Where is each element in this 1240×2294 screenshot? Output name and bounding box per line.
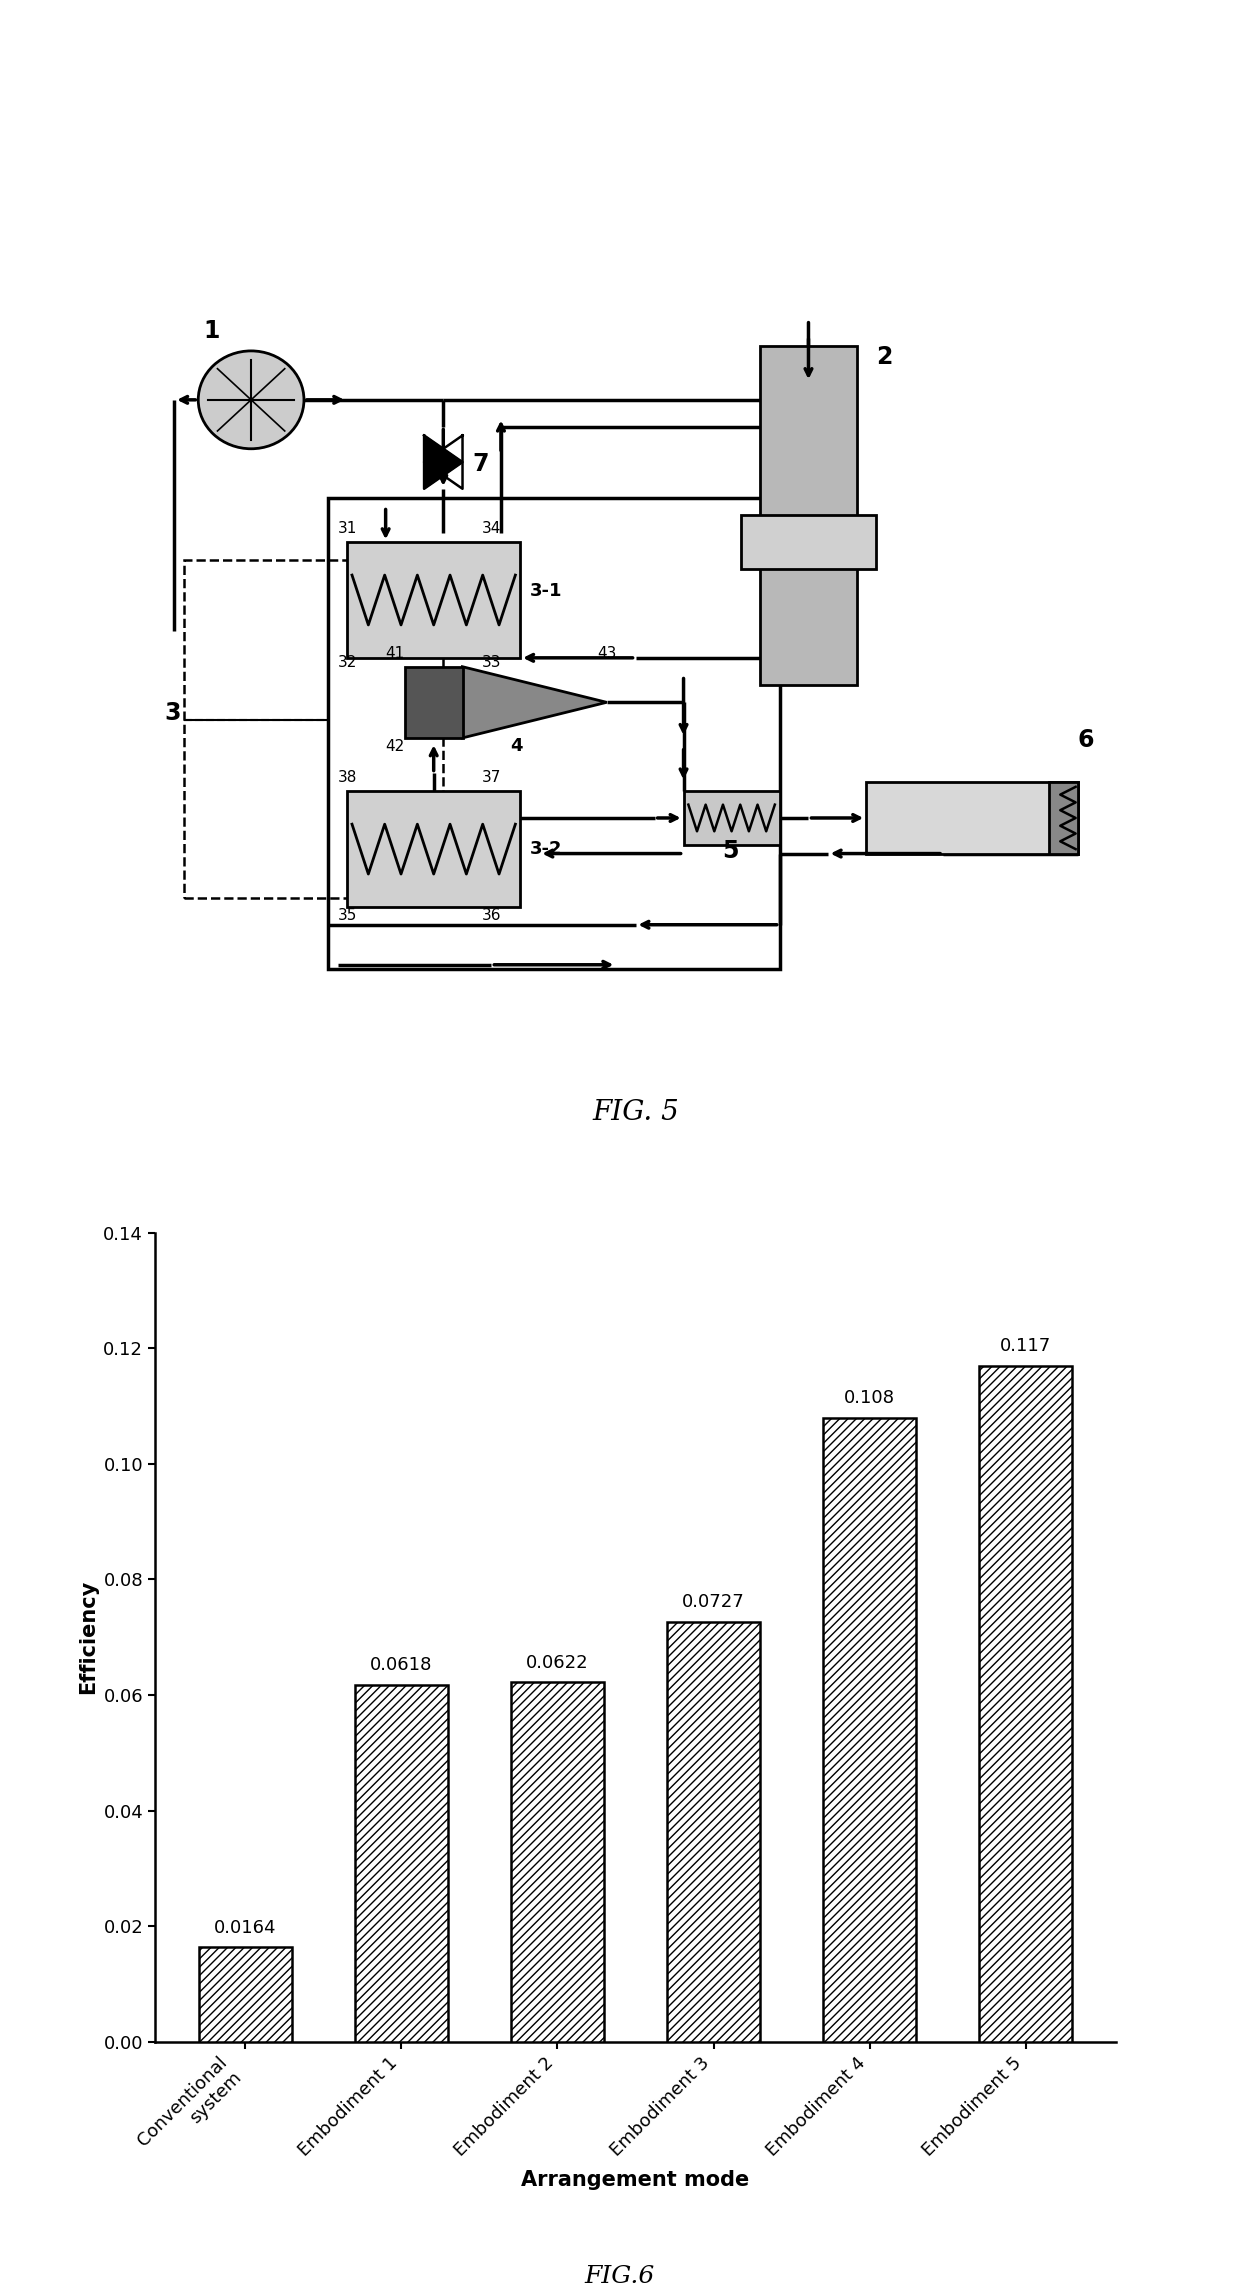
Bar bbox=[327, 498, 780, 968]
Bar bbox=[511, 1682, 604, 2042]
Text: 41: 41 bbox=[386, 647, 405, 661]
Text: 0.0618: 0.0618 bbox=[371, 1656, 433, 1675]
Text: 0.108: 0.108 bbox=[844, 1390, 895, 1406]
Polygon shape bbox=[463, 668, 606, 739]
X-axis label: Arrangement mode: Arrangement mode bbox=[521, 2170, 750, 2191]
Text: 38: 38 bbox=[337, 771, 357, 785]
Bar bbox=[683, 791, 780, 844]
Bar bbox=[1049, 782, 1078, 853]
Text: 3: 3 bbox=[165, 702, 181, 725]
Text: 2: 2 bbox=[875, 344, 892, 369]
Text: 34: 34 bbox=[481, 521, 501, 537]
Bar bbox=[866, 782, 1078, 853]
Text: 7: 7 bbox=[472, 452, 489, 477]
Text: 35: 35 bbox=[337, 908, 357, 922]
Circle shape bbox=[198, 351, 304, 450]
Polygon shape bbox=[424, 436, 463, 489]
Bar bbox=[667, 1622, 760, 2042]
Text: 42: 42 bbox=[386, 739, 405, 755]
Text: 5: 5 bbox=[722, 840, 739, 863]
Bar bbox=[760, 346, 857, 684]
Text: FIG.6: FIG.6 bbox=[585, 2264, 655, 2287]
Bar bbox=[355, 1684, 449, 2042]
Bar bbox=[184, 560, 444, 897]
Text: 31: 31 bbox=[337, 521, 357, 537]
Text: 3-1: 3-1 bbox=[529, 583, 562, 599]
Text: 6: 6 bbox=[1078, 727, 1094, 752]
Text: 37: 37 bbox=[481, 771, 501, 785]
Text: 43: 43 bbox=[596, 647, 616, 661]
Bar bbox=[978, 1365, 1073, 2042]
Text: 33: 33 bbox=[481, 654, 501, 670]
Bar bbox=[198, 1948, 293, 2042]
Text: 4: 4 bbox=[511, 736, 523, 755]
Text: 32: 32 bbox=[337, 654, 357, 670]
Y-axis label: Efficiency: Efficiency bbox=[78, 1581, 98, 1695]
Text: 0.0622: 0.0622 bbox=[526, 1654, 589, 1672]
Bar bbox=[742, 516, 875, 569]
Bar bbox=[347, 541, 521, 658]
Text: 0.0164: 0.0164 bbox=[215, 1918, 277, 1936]
Text: 36: 36 bbox=[481, 908, 501, 922]
Text: 1: 1 bbox=[203, 319, 219, 342]
Bar bbox=[347, 791, 521, 906]
Text: 3-2: 3-2 bbox=[529, 840, 562, 858]
Bar bbox=[822, 1418, 916, 2042]
Text: FIG. 5: FIG. 5 bbox=[593, 1099, 678, 1126]
Text: 0.117: 0.117 bbox=[999, 1337, 1052, 1356]
Text: 0.0727: 0.0727 bbox=[682, 1594, 745, 1610]
Bar bbox=[404, 668, 463, 739]
